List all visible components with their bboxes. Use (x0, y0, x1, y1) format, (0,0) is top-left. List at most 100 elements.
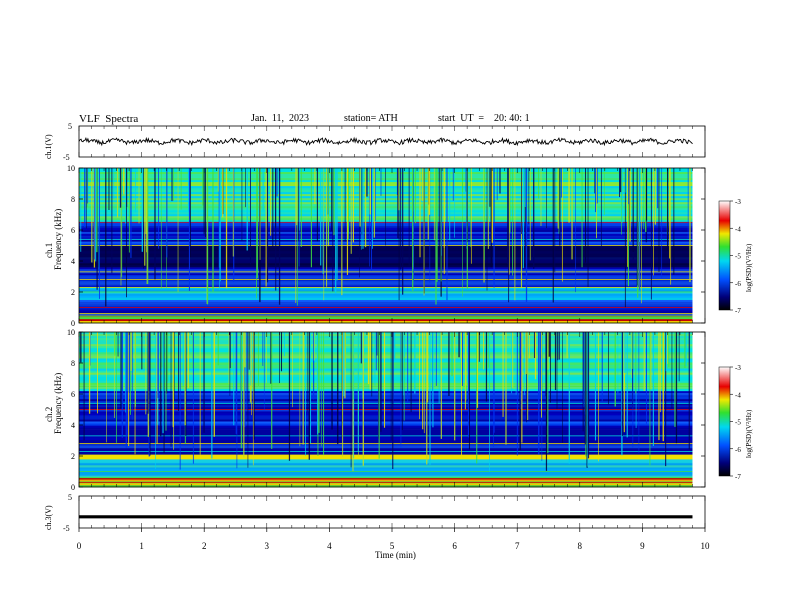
spectro-row (79, 397, 693, 400)
colorbar-tick-label: -7 (735, 307, 741, 315)
spectro-row (79, 456, 693, 460)
freq-tick-label: 4 (71, 257, 75, 266)
spectro-row (79, 452, 693, 455)
spectro-row (79, 403, 693, 406)
spectro-row (79, 269, 693, 272)
ch1-colorbar-label: log(PSD)(V²/Hz) (745, 243, 753, 292)
spectro-row (79, 350, 693, 353)
spectro-row (79, 261, 693, 264)
spectro-row (79, 413, 693, 416)
ch1-colorbar: -3 -4 -5 -6 -7 log(PSD)(V²/Hz) (718, 198, 753, 315)
time-tick-label: 4 (327, 541, 332, 551)
spectro-row (79, 281, 693, 284)
time-axis-label: Time (min) (375, 550, 416, 560)
spectro-row (79, 289, 693, 292)
ch1-frequency-axis-label: Frequency (kHz) (53, 209, 63, 270)
freq-tick-label: 2 (71, 452, 75, 461)
spectro-row (79, 297, 693, 301)
spectro-row (79, 287, 693, 290)
spectro-row (79, 362, 693, 365)
spectro-row (79, 465, 693, 468)
spectro-row (79, 390, 693, 394)
spectro-row (79, 439, 693, 443)
colorbar-tick-label: -5 (735, 253, 741, 261)
spectro-row (79, 283, 693, 286)
spectro-row (79, 399, 693, 402)
spectro-row (79, 433, 693, 437)
ch1-waveform-trace (78, 136, 693, 147)
spectro-row (79, 348, 693, 351)
spectro-row (79, 485, 693, 488)
spectro-row (79, 392, 693, 396)
ch2-colorbar-ticks: -3 -4 -5 -6 -7 (730, 364, 741, 481)
spectro-row (79, 405, 693, 408)
colorbar-tick-label: -6 (735, 446, 741, 454)
spectro-row (79, 293, 693, 296)
spectro-row (79, 374, 693, 377)
spectro-row (79, 321, 693, 324)
freq-tick-label: 6 (71, 390, 75, 399)
spectro-row (79, 352, 693, 355)
freq-tick-label: 8 (71, 359, 75, 368)
spectro-row (79, 263, 693, 266)
time-tick-label: 10 (701, 541, 711, 551)
freq-tick-label: 2 (71, 288, 75, 297)
spectro-row (79, 382, 693, 386)
spectro-row (79, 299, 693, 302)
colorbar-tick-label: -3 (735, 198, 741, 206)
spectro-row (79, 303, 693, 306)
spectro-row (79, 368, 693, 371)
ch2-freq-ticks: 0 2 4 6 8 10 (67, 328, 705, 492)
spectro-row (79, 435, 693, 439)
spectro-row (79, 427, 693, 430)
spectro-row (79, 346, 693, 349)
freq-tick-label: 0 (71, 319, 75, 328)
time-tick-label: 1 (139, 541, 144, 551)
spectro-row (79, 417, 693, 420)
spectro-row (79, 354, 693, 357)
ch1-colorbar-gradient (718, 200, 731, 311)
spectro-row (79, 469, 693, 472)
ch1-colorbar-ticks: -3 -4 -5 -6 -7 (730, 198, 741, 315)
date-label: Jan. 11, 2023 (251, 113, 309, 124)
ch1-ytick-top: 5 (68, 122, 72, 131)
spectro-row (79, 407, 693, 410)
freq-tick-label: 8 (71, 195, 75, 204)
freq-tick-label: 4 (71, 421, 75, 430)
ch2-frequency-axis-label: Frequency (kHz) (53, 373, 63, 434)
spectro-row (79, 342, 693, 345)
start-time-label: start UT = 20: 40: 1 (438, 113, 530, 124)
time-tick-label: 7 (515, 541, 520, 551)
spectro-row (79, 251, 693, 254)
spectro-row (79, 340, 693, 343)
spectro-row (79, 376, 693, 380)
spectro-row (79, 463, 693, 466)
spectro-row (79, 267, 693, 270)
time-tick-label: 6 (452, 541, 457, 551)
time-axis-ticks: 0 1 2 3 4 5 6 7 8 9 10 (77, 528, 710, 551)
ch2-channel-label: ch.2 (44, 407, 54, 422)
spectro-row (79, 467, 693, 470)
spectro-row (79, 275, 693, 278)
spectro-row (79, 259, 693, 262)
spectro-row (79, 477, 693, 480)
ch1-waveform-panel: 5 -5 ch.1(V) (44, 122, 706, 162)
ch2-colorbar-gradient (718, 366, 731, 477)
spectro-row (79, 437, 693, 441)
spectro-row (79, 336, 693, 339)
spectro-row (79, 311, 693, 314)
spectro-row (79, 277, 693, 280)
spectro-row (79, 271, 693, 274)
spectro-row (79, 285, 693, 288)
spectro-row (79, 401, 693, 404)
spectro-row (79, 444, 693, 447)
ch3-ytick-bottom: -5 (63, 524, 70, 533)
spectro-row (79, 429, 693, 433)
spectro-row (79, 295, 693, 298)
spectro-row (79, 483, 693, 486)
colorbar-tick-label: -4 (735, 391, 741, 399)
spectro-row (79, 360, 693, 363)
spectro-row (79, 473, 693, 476)
spectro-row (79, 378, 693, 382)
spectro-row (79, 301, 693, 304)
